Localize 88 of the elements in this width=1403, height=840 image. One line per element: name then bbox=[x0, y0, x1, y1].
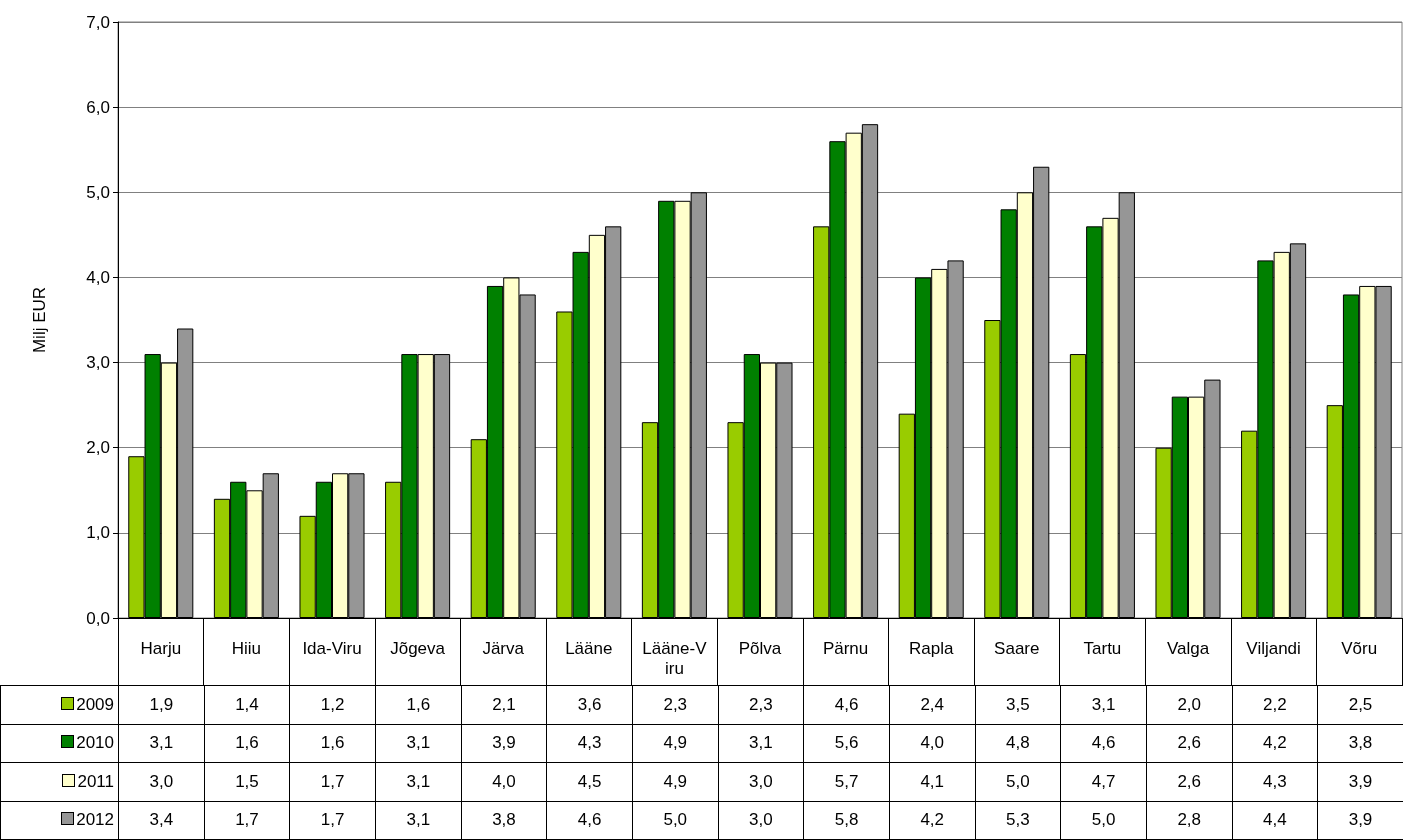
data-label: 1,7 bbox=[289, 762, 376, 801]
data-label: 3,9 bbox=[461, 724, 547, 763]
data-label: 4,2 bbox=[1232, 724, 1318, 763]
data-label: 5,6 bbox=[803, 724, 890, 763]
data-label: 4,9 bbox=[632, 724, 719, 763]
data-label: 3,1 bbox=[375, 801, 462, 840]
data-label: 4,0 bbox=[461, 762, 547, 801]
data-label: 3,0 bbox=[718, 762, 804, 801]
data-label: 4,7 bbox=[1060, 762, 1147, 801]
data-label: 4,1 bbox=[889, 762, 976, 801]
x-tick-label: Pärnu bbox=[822, 638, 869, 658]
data-label: 4,4 bbox=[1232, 801, 1318, 840]
legend-label: 2012 bbox=[0, 801, 119, 840]
data-label: 4,3 bbox=[546, 724, 633, 763]
data-label: 4,5 bbox=[546, 762, 633, 801]
data-label: 3,9 bbox=[1317, 762, 1403, 801]
data-label: 4,8 bbox=[975, 724, 1061, 763]
data-label: 2,2 bbox=[1232, 685, 1318, 724]
data-label: 3,0 bbox=[118, 762, 205, 801]
data-label: 4,2 bbox=[889, 801, 976, 840]
y-tick-label: 6,0 bbox=[86, 97, 110, 117]
y-tick-label: 4,0 bbox=[86, 267, 110, 287]
data-label: 4,6 bbox=[803, 685, 890, 724]
data-label: 1,5 bbox=[204, 762, 290, 801]
legend-label: 2009 bbox=[0, 685, 119, 724]
x-tick-label: Võru bbox=[1341, 638, 1378, 658]
y-tick-label: 0,0 bbox=[86, 608, 110, 628]
data-label: 3,1 bbox=[1060, 685, 1147, 724]
data-label: 3,1 bbox=[375, 724, 462, 763]
legend-label: 2010 bbox=[0, 724, 119, 763]
x-tick-label: Põlva bbox=[738, 638, 782, 658]
data-label: 1,7 bbox=[204, 801, 290, 840]
data-label: 2,5 bbox=[1317, 685, 1403, 724]
data-label: 5,7 bbox=[803, 762, 890, 801]
data-label: 3,0 bbox=[718, 801, 804, 840]
x-tick-label: Hiiu bbox=[231, 638, 262, 658]
y-tick-label: 3,0 bbox=[86, 353, 110, 373]
data-label: 1,2 bbox=[289, 685, 376, 724]
x-tick-label: Tartu bbox=[1083, 638, 1122, 658]
data-label: 5,3 bbox=[975, 801, 1061, 840]
data-label: 5,0 bbox=[1060, 801, 1147, 840]
x-tick-label: Viljandi bbox=[1246, 638, 1301, 658]
data-label: 3,6 bbox=[546, 685, 633, 724]
data-label: 1,4 bbox=[204, 685, 290, 724]
x-tick-label: Lääne bbox=[565, 638, 613, 658]
data-label: 3,5 bbox=[975, 685, 1061, 724]
x-tick-label: Harju bbox=[140, 638, 182, 658]
legend-label: 2011 bbox=[0, 762, 119, 801]
data-label: 1,7 bbox=[289, 801, 376, 840]
data-label: 3,8 bbox=[461, 801, 547, 840]
data-label: 1,6 bbox=[204, 724, 290, 763]
data-label: 2,8 bbox=[1146, 801, 1233, 840]
data-label: 5,0 bbox=[975, 762, 1061, 801]
data-label: 3,4 bbox=[118, 801, 205, 840]
data-label: 1,6 bbox=[289, 724, 376, 763]
y-tick-label: 7,0 bbox=[86, 12, 110, 32]
x-tick-label: Saare bbox=[994, 638, 1040, 658]
x-tick-label: Jõgeva bbox=[390, 638, 446, 658]
data-label: 4,6 bbox=[1060, 724, 1147, 763]
y-tick-label: 1,0 bbox=[86, 523, 110, 543]
data-label: 5,8 bbox=[803, 801, 890, 840]
data-label: 3,9 bbox=[1317, 801, 1403, 840]
data-label: 4,9 bbox=[632, 762, 719, 801]
data-label: 1,6 bbox=[375, 685, 462, 724]
data-label: 4,0 bbox=[889, 724, 976, 763]
x-tick-label: Järva bbox=[482, 638, 525, 658]
x-tick-label: Valga bbox=[1166, 638, 1210, 658]
data-label: 2,6 bbox=[1146, 762, 1233, 801]
data-label: 2,3 bbox=[632, 685, 719, 724]
data-label: 3,1 bbox=[718, 724, 804, 763]
data-label: 5,0 bbox=[632, 801, 719, 840]
x-tick-label: Ida-Viru bbox=[302, 638, 362, 658]
data-label: 2,4 bbox=[889, 685, 976, 724]
data-label: 2,3 bbox=[718, 685, 804, 724]
data-label: 3,1 bbox=[375, 762, 462, 801]
y-tick-label: 5,0 bbox=[86, 182, 110, 202]
data-label: 2,6 bbox=[1146, 724, 1233, 763]
y-axis-title: Milj EUR bbox=[30, 286, 49, 354]
x-tick-label: Rapla bbox=[908, 638, 954, 658]
data-label: 2,0 bbox=[1146, 685, 1233, 724]
x-tick-label: Lääne-Viru bbox=[642, 638, 708, 678]
y-tick-label: 2,0 bbox=[86, 438, 110, 458]
data-label: 4,3 bbox=[1232, 762, 1318, 801]
data-label: 1,9 bbox=[118, 685, 205, 724]
data-label: 4,6 bbox=[546, 801, 633, 840]
data-label: 3,8 bbox=[1317, 724, 1403, 763]
data-label: 3,1 bbox=[118, 724, 205, 763]
data-label: 2,1 bbox=[461, 685, 547, 724]
